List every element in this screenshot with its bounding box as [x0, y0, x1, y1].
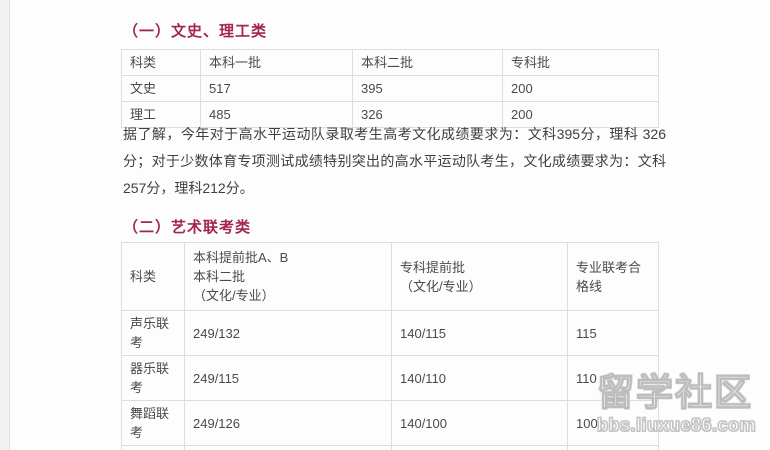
header-cell: 本科一批 [200, 49, 353, 76]
header-cell: 专科提前批 （文化/专业） [391, 242, 568, 311]
table-cell: 115 [567, 310, 659, 356]
table-cell: 140/100 [391, 400, 568, 446]
table-cell: 文史 [121, 75, 201, 102]
table-cell: 140/115 [391, 310, 568, 356]
watermark: 留学社区 bbs.liuxue86.com [597, 372, 770, 435]
header-cell: 本科提前批A、B 本科二批 （文化/专业） [184, 242, 392, 311]
table-cell: 249/126 [184, 400, 392, 446]
header-cell: 专科批 [502, 49, 659, 76]
table-row: 理工 485 326 200 [121, 101, 659, 128]
table-cell: 249/180 [184, 445, 392, 450]
watermark-site-name: 留学社区 [597, 372, 753, 413]
table-cell: 485 [200, 101, 353, 128]
table-cell: 100 [567, 400, 659, 446]
table-cell: 517 [200, 75, 353, 102]
table-cell: 200 [502, 101, 659, 128]
header-cell: 科类 [121, 242, 185, 311]
table-cell: 理工 [121, 101, 201, 128]
section2-title: （二）艺术联考类 [123, 219, 252, 236]
table-cell: 249/115 [184, 355, 392, 401]
watermark-site-url: bbs.liuxue86.com [597, 415, 757, 435]
table-cell: 本科：180 专科：160 [567, 445, 659, 450]
table-row: 文史 517 395 200 [121, 75, 659, 102]
left-edge-strip [0, 0, 10, 450]
table-cell: 110 [567, 355, 659, 401]
note-paragraph: 据了解，今年对于高水平运动队录取考生高考文化成绩要求为：文科395分，理科 32… [123, 126, 666, 196]
table-cell: 140/160 [391, 445, 568, 450]
table-cell: 舞蹈联考 [121, 400, 185, 446]
table-row: 器乐联考 249/115 140/110 110 [121, 355, 659, 401]
table-cell: 200 [502, 75, 659, 102]
header-cell: 本科二批 [352, 49, 503, 76]
header-cell: 专业联考合格线 [567, 242, 659, 311]
table-header-row: 科类 本科提前批A、B 本科二批 （文化/专业） 专科提前批 （文化/专业） 专… [121, 242, 659, 311]
table-row: 舞蹈联考 249/126 140/100 100 [121, 400, 659, 446]
table-cell: 395 [352, 75, 503, 102]
table-cell: 声乐联考 [121, 310, 185, 356]
table-cell: 美术联考 [121, 445, 185, 450]
wenshi-ligong-table: 科类 本科一批 本科二批 专科批 文史 517 395 200 理工 485 3… [121, 49, 659, 128]
section1-title: （一）文史、理工类 [123, 23, 268, 40]
header-cell: 科类 [121, 49, 201, 76]
table-cell: 140/110 [391, 355, 568, 401]
yishu-liankao-table: 科类 本科提前批A、B 本科二批 （文化/专业） 专科提前批 （文化/专业） 专… [121, 242, 659, 450]
table-row: 声乐联考 249/132 140/115 115 [121, 310, 659, 356]
table-header-row: 科类 本科一批 本科二批 专科批 [121, 49, 659, 76]
table-cell: 器乐联考 [121, 355, 185, 401]
table-cell: 249/132 [184, 310, 392, 356]
table-row: 美术联考 249/180 140/160 本科：180 专科：160 [121, 445, 659, 450]
